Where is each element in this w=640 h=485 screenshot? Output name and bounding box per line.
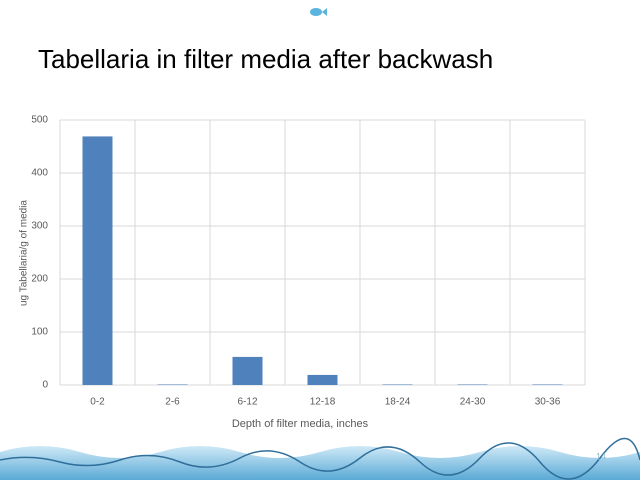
bar xyxy=(532,384,563,385)
fish-tail xyxy=(322,8,327,16)
bar xyxy=(382,384,413,385)
slide-number: 14 xyxy=(596,451,606,461)
x-tick-label: 2-6 xyxy=(165,397,180,408)
y-axis-label: ug Tabellaria/g of media xyxy=(19,200,30,306)
y-tick-label: 0 xyxy=(42,380,48,391)
x-tick-label: 6-12 xyxy=(237,397,257,408)
x-tick-label: 30-36 xyxy=(535,397,561,408)
x-tick-label: 18-24 xyxy=(385,397,411,408)
bar xyxy=(307,374,338,385)
y-tick-label: 300 xyxy=(31,221,48,232)
slide-title: Tabellaria in filter media after backwas… xyxy=(38,44,493,74)
x-tick-label: 0-2 xyxy=(90,397,105,408)
bar xyxy=(457,384,488,385)
y-tick-label: 200 xyxy=(31,274,48,285)
wave-line xyxy=(0,437,640,480)
bar xyxy=(82,136,113,385)
y-tick-label: 100 xyxy=(31,327,48,338)
fish-icon xyxy=(310,8,322,16)
x-tick-label: 24-30 xyxy=(460,397,486,408)
y-tick-label: 500 xyxy=(31,115,48,126)
bar xyxy=(157,384,188,385)
x-tick-label: 12-18 xyxy=(310,397,336,408)
wave-decoration xyxy=(0,446,640,480)
bar xyxy=(232,356,263,385)
y-tick-label: 400 xyxy=(31,168,48,179)
x-axis-label: Depth of filter media, inches xyxy=(232,418,369,430)
